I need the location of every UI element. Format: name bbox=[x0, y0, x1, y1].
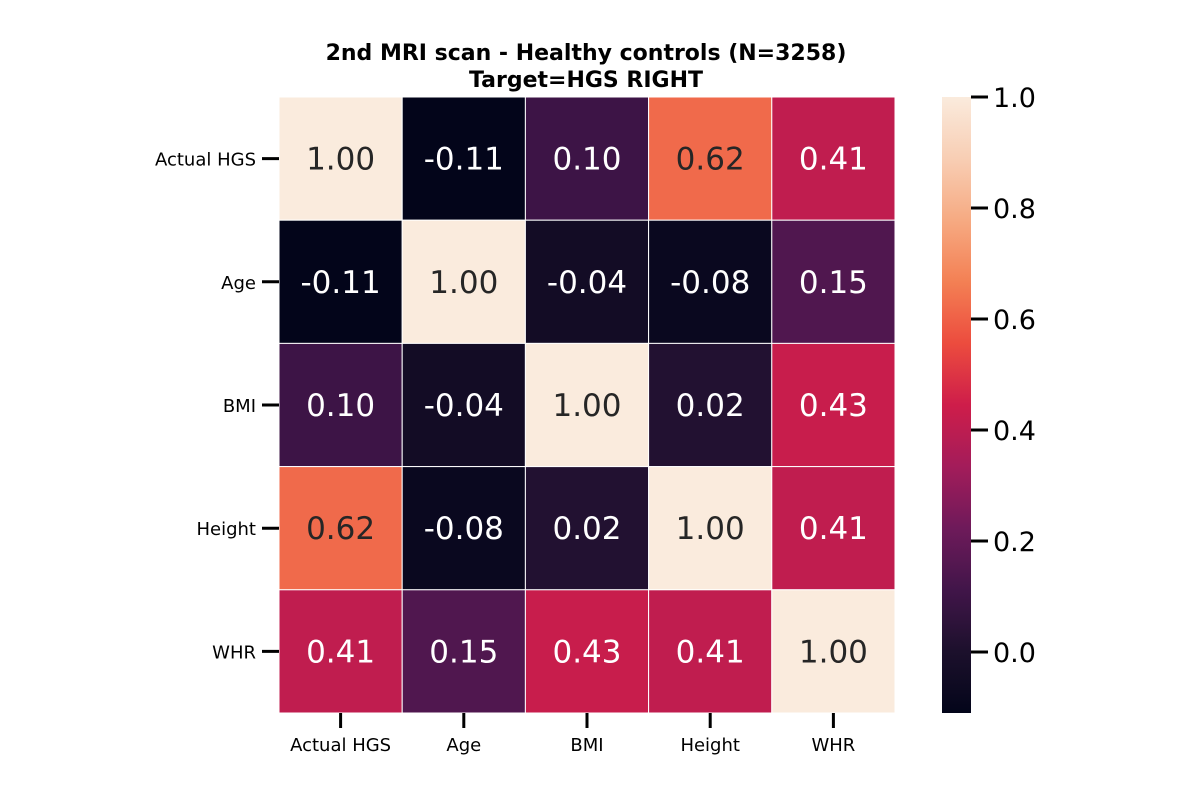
cell-value-label: 0.41 bbox=[799, 511, 868, 547]
heatmap-cell bbox=[648, 342, 773, 468]
x-axis: Actual HGS Age BMI Height WHR bbox=[290, 713, 855, 756]
heatmap-cell bbox=[648, 96, 773, 221]
heatmap-cells: 1.00 -0.11 0.10 0.62 0.41 -0.11 1.00 -0.04 -0.08… bbox=[278, 96, 896, 714]
cell-value-label: 0.10 bbox=[552, 142, 621, 178]
colorbar: 0.0 0.2 0.4 0.6 0.8 1.0 bbox=[942, 83, 1036, 713]
cell-value-label: 1.00 bbox=[429, 265, 498, 301]
heatmap-cell bbox=[524, 219, 650, 344]
colorbar-tick-label: 0.2 bbox=[993, 527, 1036, 558]
chart-subtitle: Target=HGS RIGHT bbox=[469, 68, 703, 93]
cell-value-label: 0.41 bbox=[306, 634, 375, 670]
heatmap-cell bbox=[401, 342, 526, 468]
heatmap-cell bbox=[648, 466, 773, 591]
cell-value-label: 0.43 bbox=[552, 634, 621, 670]
y-axis: Actual HGS Age BMI Height WHR bbox=[155, 150, 279, 663]
colorbar-tick-label: 0.0 bbox=[993, 638, 1036, 669]
heatmap-cell bbox=[278, 219, 403, 344]
cell-value-label: 1.00 bbox=[306, 142, 375, 178]
chart-title: 2nd MRI scan - Healthy controls (N=3258) bbox=[326, 41, 847, 66]
heatmap-cell bbox=[771, 589, 896, 714]
heatmap-cell bbox=[524, 589, 650, 714]
heatmap-cell bbox=[524, 342, 650, 468]
heatmap-cell bbox=[401, 466, 526, 591]
cell-value-label: 0.41 bbox=[676, 634, 745, 670]
heatmap-cell bbox=[278, 589, 403, 714]
x-tick-label: WHR bbox=[811, 735, 855, 756]
cell-value-label: 0.02 bbox=[552, 511, 621, 547]
cell-value-label: 0.15 bbox=[799, 265, 868, 301]
heatmap-cell bbox=[401, 96, 526, 221]
x-tick-label: Height bbox=[680, 735, 740, 756]
colorbar-tick-label: 1.0 bbox=[993, 83, 1036, 114]
y-tick-label: Actual HGS bbox=[155, 150, 256, 171]
colorbar-gradient bbox=[942, 97, 971, 713]
cell-value-label: -0.08 bbox=[670, 265, 750, 301]
heatmap-cell bbox=[401, 589, 526, 714]
colorbar-tick-label: 0.4 bbox=[993, 416, 1036, 447]
cell-value-label: -0.11 bbox=[300, 265, 380, 301]
cell-value-label: 0.62 bbox=[306, 511, 375, 547]
cell-value-label: -0.11 bbox=[424, 142, 504, 178]
cell-value-label: 0.15 bbox=[429, 634, 498, 670]
cell-value-label: -0.08 bbox=[424, 511, 504, 547]
cell-value-label: 0.41 bbox=[799, 142, 868, 178]
heatmap-cell bbox=[771, 466, 896, 591]
cell-value-label: 1.00 bbox=[676, 511, 745, 547]
heatmap-cell bbox=[524, 96, 650, 221]
y-tick-label: Height bbox=[196, 519, 256, 540]
cell-value-label: 0.02 bbox=[676, 388, 745, 424]
cell-value-label: 1.00 bbox=[552, 388, 621, 424]
heatmap-cell bbox=[278, 96, 403, 221]
colorbar-tick-label: 0.6 bbox=[993, 305, 1036, 336]
y-tick-label: BMI bbox=[223, 396, 256, 417]
x-tick-label: Age bbox=[446, 735, 481, 756]
x-tick-label: BMI bbox=[570, 735, 603, 756]
x-tick-label: Actual HGS bbox=[290, 735, 391, 756]
cell-value-label: 1.00 bbox=[799, 634, 868, 670]
cell-value-label: 0.62 bbox=[676, 142, 745, 178]
heatmap-cell bbox=[524, 466, 650, 591]
heatmap-cell bbox=[771, 342, 896, 468]
y-tick-label: WHR bbox=[212, 642, 256, 663]
heatmap-cell bbox=[771, 96, 896, 221]
cell-value-label: 0.10 bbox=[306, 388, 375, 424]
heatmap-cell bbox=[771, 219, 896, 344]
colorbar-tick-label: 0.8 bbox=[993, 194, 1036, 225]
cell-value-label: 0.43 bbox=[799, 388, 868, 424]
cell-value-label: -0.04 bbox=[424, 388, 504, 424]
cell-value-label: -0.04 bbox=[547, 265, 627, 301]
y-tick-label: Age bbox=[221, 273, 256, 294]
